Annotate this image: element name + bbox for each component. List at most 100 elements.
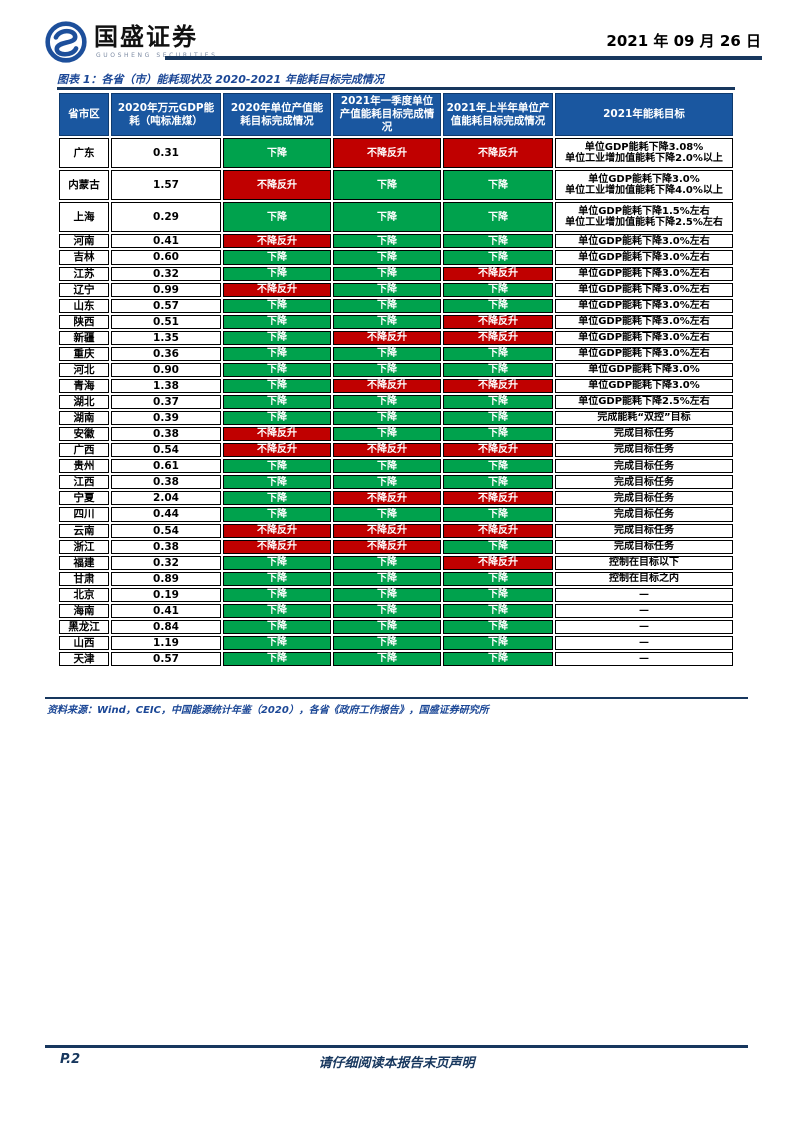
status-2021h1-cell: 不降反升 [443,523,553,538]
target-2021-cell: 完成目标任务 [555,539,733,554]
target-2021-cell: 单位GDP能耗下降3.0% [555,362,733,377]
status-2021h1-cell: 不降反升 [443,138,553,169]
table-row: 浙江 0.38 不降反升 不降反升 下降 完成目标任务 [59,539,733,554]
status-2020-cell: 不降反升 [223,170,331,201]
province-cell: 浙江 [59,539,109,554]
page-number: P.2 [60,1052,81,1067]
energy-value-cell: 0.61 [111,459,221,474]
province-cell: 广东 [59,138,109,169]
table-row: 青海 1.38 下降 不降反升 不降反升 单位GDP能耗下降3.0% [59,378,733,393]
province-cell: 陕西 [59,314,109,329]
province-cell: 河南 [59,234,109,249]
status-2021h1-cell: 下降 [443,571,553,586]
brand-text: 国盛证券 GUOSHENG SECURITIES [94,20,218,60]
status-2021q1-cell: 下降 [333,170,441,201]
province-cell: 江西 [59,475,109,490]
status-2020-cell: 下降 [223,250,331,265]
table-row: 河南 0.41 不降反升 下降 下降 单位GDP能耗下降3.0%左右 [59,234,733,249]
status-2021h1-cell: 下降 [443,395,553,410]
status-2021h1-cell: 下降 [443,427,553,442]
table-bottom-divider [45,697,748,699]
table-row: 四川 0.44 下降 下降 下降 完成目标任务 [59,507,733,522]
table-row: 河北 0.90 下降 下降 下降 单位GDP能耗下降3.0% [59,362,733,377]
status-2021q1-cell: 不降反升 [333,539,441,554]
status-2021q1-cell: 下降 [333,587,441,602]
col-header-2020-status: 2020年单位产值能耗目标完成情况 [223,93,331,137]
status-2021q1-cell: 下降 [333,475,441,490]
province-cell: 新疆 [59,330,109,345]
status-2020-cell: 下降 [223,652,331,667]
status-2020-cell: 不降反升 [223,443,331,458]
table-row: 贵州 0.61 下降 下降 下降 完成目标任务 [59,459,733,474]
status-2021h1-cell: 下降 [443,282,553,297]
status-2021h1-cell: 不降反升 [443,491,553,506]
target-2021-cell: 单位GDP能耗下降3.0%左右 [555,298,733,313]
status-2020-cell: 不降反升 [223,234,331,249]
brand-subtitle: GUOSHENG SECURITIES [96,52,218,60]
energy-table: 省市区 2020年万元GDP能耗（吨标准煤） 2020年单位产值能耗目标完成情况… [57,91,735,668]
energy-value-cell: 0.19 [111,587,221,602]
target-2021-cell: 单位GDP能耗下降3.0%左右 [555,314,733,329]
target-2021-cell: 完成目标任务 [555,443,733,458]
status-2020-cell: 下降 [223,362,331,377]
table-row: 吉林 0.60 下降 下降 下降 单位GDP能耗下降3.0%左右 [59,250,733,265]
status-2021q1-cell: 下降 [333,395,441,410]
status-2021q1-cell: 下降 [333,619,441,634]
status-2021h1-cell: 下降 [443,587,553,602]
province-cell: 河北 [59,362,109,377]
status-2021q1-cell: 下降 [333,635,441,650]
target-2021-cell: 完成目标任务 [555,507,733,522]
energy-value-cell: 0.41 [111,234,221,249]
status-2020-cell: 下降 [223,266,331,281]
province-cell: 安徽 [59,427,109,442]
target-2021-cell: — [555,603,733,618]
status-2021q1-cell: 下降 [333,427,441,442]
status-2021q1-cell: 下降 [333,459,441,474]
target-2021-cell: 完成目标任务 [555,523,733,538]
col-header-2021-target: 2021年能耗目标 [555,93,733,137]
status-2020-cell: 下降 [223,202,331,233]
province-cell: 福建 [59,555,109,570]
energy-value-cell: 0.38 [111,427,221,442]
status-2020-cell: 下降 [223,378,331,393]
target-2021-cell: 控制在目标以下 [555,555,733,570]
report-date: 2021 年 09 月 26 日 [606,32,761,50]
status-2021q1-cell: 下降 [333,571,441,586]
status-2020-cell: 下降 [223,459,331,474]
province-cell: 江苏 [59,266,109,281]
province-cell: 山西 [59,635,109,650]
status-2021h1-cell: 下降 [443,459,553,474]
col-header-2021q1-status: 2021年一季度单位产值能耗目标完成情况 [333,93,441,137]
source-note: 资料来源：Wind，CEIC，中国能源统计年鉴（2020），各省《政府工作报告》… [47,705,489,716]
footer-divider [45,1045,748,1048]
energy-value-cell: 0.57 [111,298,221,313]
table-row: 辽宁 0.99 不降反升 下降 下降 单位GDP能耗下降3.0%左右 [59,282,733,297]
status-2020-cell: 下降 [223,507,331,522]
province-cell: 湖北 [59,395,109,410]
status-2021h1-cell: 下降 [443,346,553,361]
table-row: 湖南 0.39 下降 下降 下降 完成能耗“双控”目标 [59,411,733,426]
status-2020-cell: 下降 [223,635,331,650]
target-2021-cell: 单位GDP能耗下降3.0% 单位工业增加值能耗下降4.0%以上 [555,170,733,201]
province-cell: 辽宁 [59,282,109,297]
status-2020-cell: 下降 [223,330,331,345]
energy-value-cell: 0.44 [111,507,221,522]
table-row: 山东 0.57 下降 下降 下降 单位GDP能耗下降3.0%左右 [59,298,733,313]
province-cell: 山东 [59,298,109,313]
status-2021q1-cell: 不降反升 [333,491,441,506]
energy-value-cell: 0.32 [111,266,221,281]
col-header-gdp-energy: 2020年万元GDP能耗（吨标准煤） [111,93,221,137]
target-2021-cell: 单位GDP能耗下降3.0%左右 [555,234,733,249]
status-2021q1-cell: 下降 [333,603,441,618]
status-2021q1-cell: 下降 [333,250,441,265]
energy-value-cell: 0.37 [111,395,221,410]
status-2021q1-cell: 下降 [333,202,441,233]
table-row: 湖北 0.37 下降 下降 下降 单位GDP能耗下降2.5%左右 [59,395,733,410]
table-body: 广东 0.31 下降 不降反升 不降反升 单位GDP能耗下降3.08% 单位工业增加值能耗… [59,138,733,667]
status-2021h1-cell: 下降 [443,234,553,249]
target-2021-cell: 单位GDP能耗下降3.0%左右 [555,346,733,361]
brand-name: 国盛证券 [94,23,198,51]
table-row: 北京 0.19 下降 下降 下降 — [59,587,733,602]
energy-value-cell: 0.57 [111,652,221,667]
target-2021-cell: 单位GDP能耗下降3.0%左右 [555,330,733,345]
